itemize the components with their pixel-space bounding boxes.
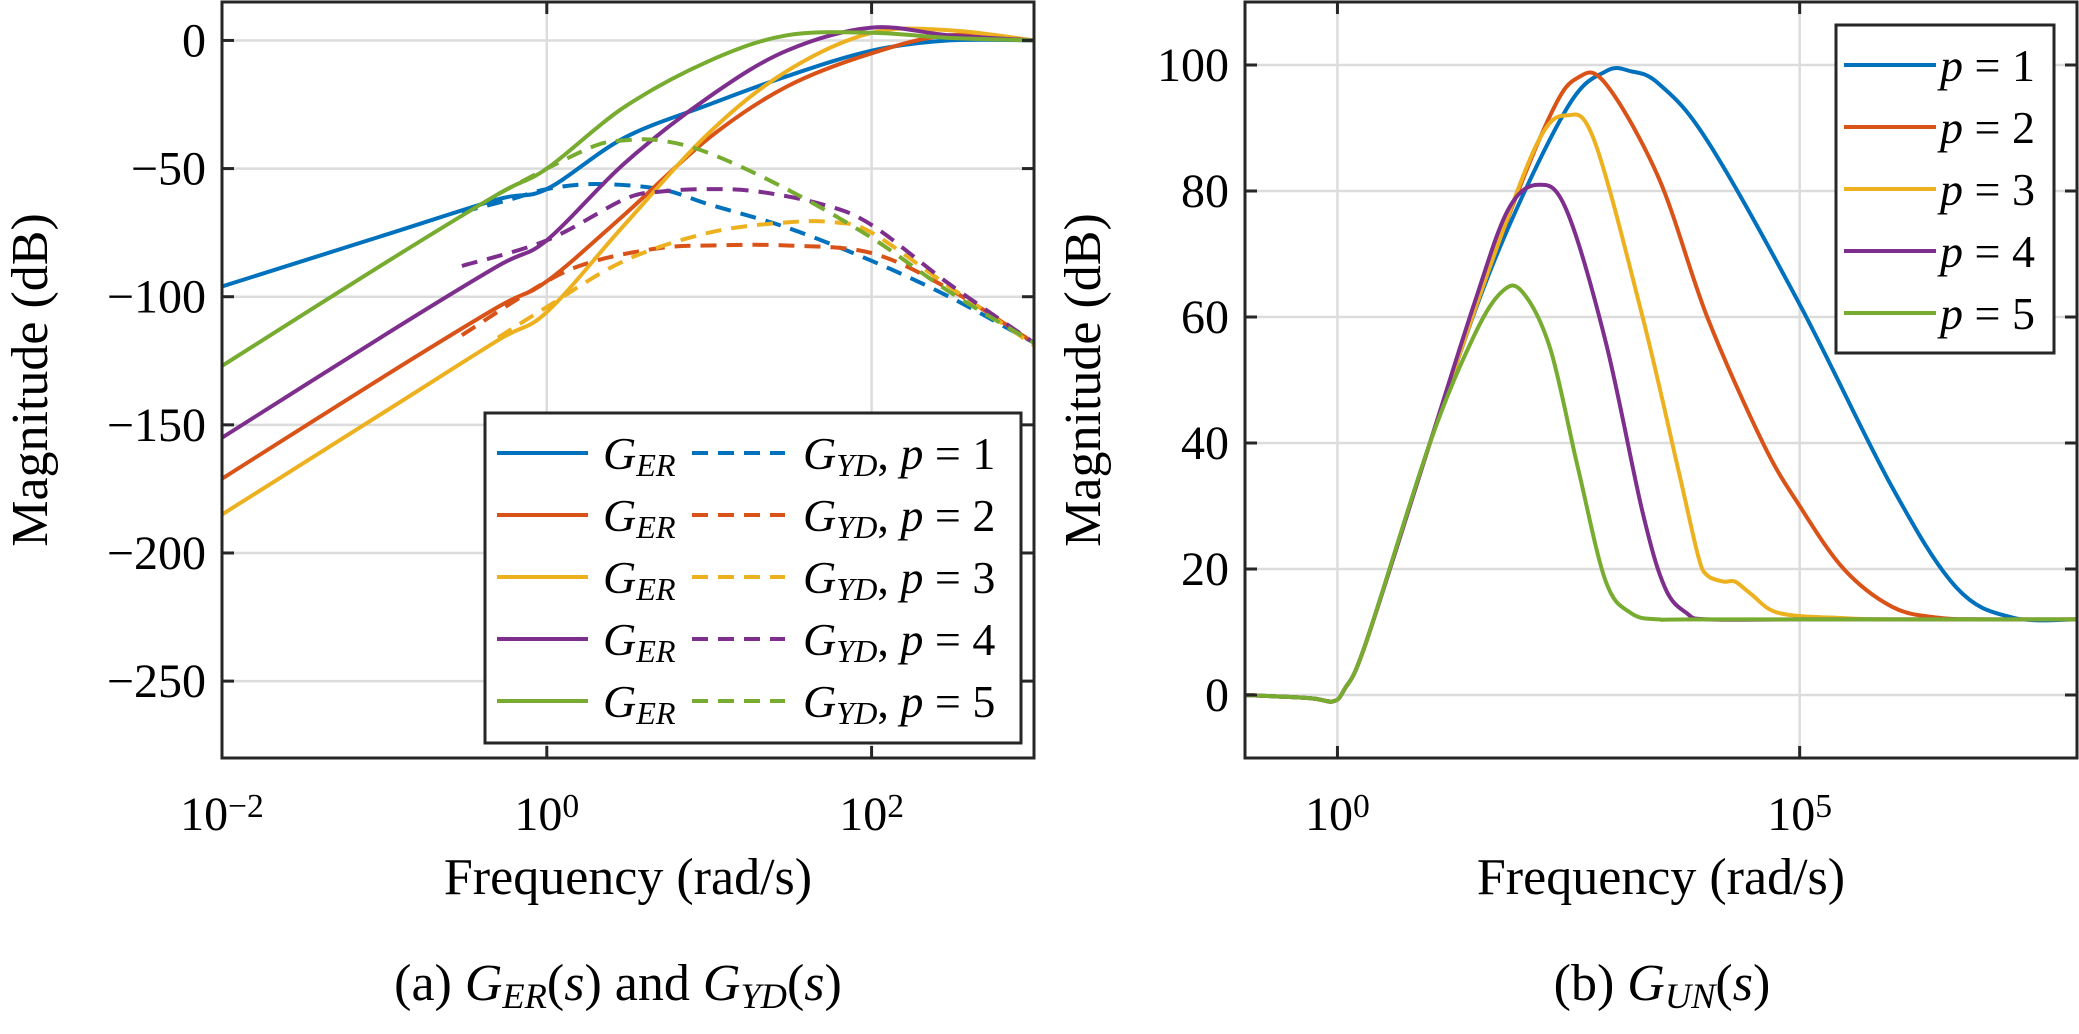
series-line: [222, 25, 1034, 440]
series-line: [461, 182, 1034, 345]
series-line: [496, 219, 1034, 348]
legend-label-dashed: GYD, p = 3: [803, 552, 995, 607]
y-tick-label: 100: [1157, 39, 1229, 92]
y-tick-label: 60: [1181, 291, 1229, 344]
series-line: [222, 32, 1034, 481]
series-line: [461, 187, 1034, 345]
legend-label: p = 1: [1937, 40, 2035, 91]
y-tick-label: −200: [107, 527, 206, 580]
legend-label-dashed: GYD, p = 1: [803, 428, 995, 483]
y-tick-label: 80: [1181, 165, 1229, 218]
y-tick-label: −50: [131, 143, 206, 196]
panel-b: 100 105 0 20 40 60 80 100 Frequency (rad/s) Magni…: [1055, 0, 2079, 1016]
y-axis-label: Magnitude (dB): [2, 213, 59, 547]
series-line: [460, 242, 1034, 345]
legend-label-solid: GER: [603, 428, 676, 483]
x-tick-label: 100: [514, 788, 579, 841]
x-tick-label: 10−2: [180, 788, 264, 841]
series-group: [1245, 65, 2077, 704]
y-tick-label: 20: [1181, 543, 1229, 596]
legend-label-dashed: GYD, p = 5: [803, 676, 995, 731]
y-tick-label: 0: [1205, 669, 1229, 722]
y-tick-label: −100: [107, 271, 206, 324]
panel-caption: (a) GER(s) and GYD(s): [394, 955, 842, 1016]
x-tick-label: 105: [1767, 788, 1832, 841]
legend-label: p = 3: [1937, 164, 2035, 215]
legend-label-solid: GER: [603, 614, 676, 669]
legend-label: p = 4: [1937, 226, 2035, 277]
legend-label-solid: GER: [603, 490, 676, 545]
legend-label-dashed: GYD, p = 2: [803, 490, 995, 545]
legend-label-solid: GER: [603, 552, 676, 607]
x-axis-label: Frequency (rad/s): [1477, 849, 1845, 906]
series-group: [222, 25, 1034, 517]
y-tick-label: 0: [182, 14, 206, 67]
series-line: [1245, 283, 2077, 704]
y-tick-label: 40: [1181, 417, 1229, 470]
y-tick-label: −250: [107, 655, 206, 708]
y-tick-label: −150: [107, 399, 206, 452]
series-line: [496, 137, 1034, 345]
legend-label: p = 5: [1937, 288, 2035, 339]
x-tick-label: 102: [839, 788, 904, 841]
series-line: [222, 30, 1034, 368]
panel-a: 10−2 100 102 0 −50 −100 −150 −200 −250 Frequency …: [2, 0, 1036, 1016]
legend-label-solid: GER: [603, 676, 676, 731]
panel-caption: (b) GUN(s): [1554, 955, 1771, 1016]
axes-box: [1243, 0, 2079, 760]
x-tick-label: 100: [1305, 788, 1370, 841]
legend-label-dashed: GYD, p = 4: [803, 614, 995, 669]
y-axis-label: Magnitude (dB): [1055, 213, 1112, 547]
x-axis-label: Frequency (rad/s): [444, 849, 812, 906]
axes-box: [220, 0, 1036, 760]
legend-label: p = 2: [1937, 102, 2035, 153]
